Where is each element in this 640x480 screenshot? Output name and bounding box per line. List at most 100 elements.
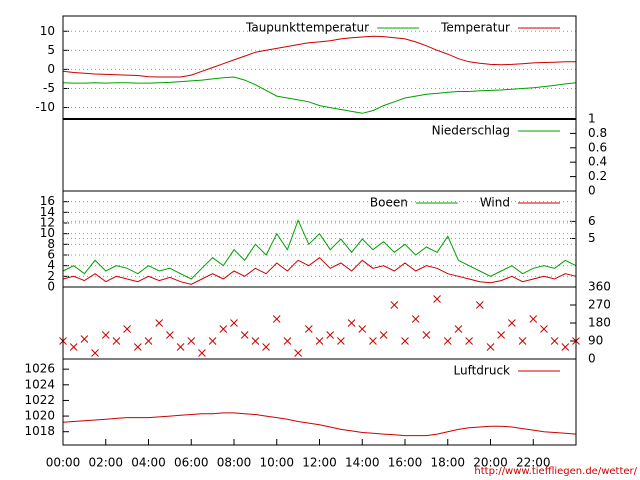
direction-point (540, 325, 548, 333)
y-tick-label: 360 (588, 280, 611, 294)
direction-point (166, 331, 174, 339)
y-tick-label: 14 (40, 205, 55, 219)
direction-point (465, 337, 473, 345)
direction-point (337, 337, 345, 345)
legend-label: Niederschlag (432, 124, 510, 138)
y-tick-label: 6 (47, 248, 55, 262)
direction-point (230, 319, 238, 327)
x-tick-label: 12:00 (302, 456, 337, 470)
direction-point (379, 331, 388, 339)
y-tick-label: 8 (47, 237, 55, 251)
y-tick-label: 0.6 (588, 140, 607, 154)
x-tick-label: 20:00 (473, 456, 508, 470)
footer-link: http://www.tieffliegen.de/wetter/ (474, 466, 637, 477)
x-tick-label: 16:00 (388, 456, 423, 470)
y-tick-label: 5 (588, 231, 596, 245)
direction-point (358, 325, 367, 333)
series-line (62, 76, 577, 114)
direction-point (91, 349, 99, 357)
direction-point (198, 349, 206, 357)
series-line (62, 218, 577, 280)
series-line (62, 412, 577, 437)
direction-point (508, 319, 516, 327)
x-tick-label: 02:00 (88, 456, 123, 470)
y-tick-label: 5 (47, 43, 55, 57)
direction-point (187, 337, 196, 345)
direction-point (561, 343, 570, 351)
direction-point (272, 315, 281, 323)
y-tick-label: 0.4 (588, 155, 607, 169)
direction-point (176, 343, 185, 351)
y-tick-label: 1018 (24, 424, 55, 438)
direction-point (443, 337, 452, 345)
y-tick-label: 90 (588, 334, 603, 348)
x-tick-label: 04:00 (131, 456, 166, 470)
direction-point (475, 301, 484, 309)
y-tick-label: 12 (40, 216, 55, 230)
y-tick-label: 0.2 (588, 169, 607, 183)
direction-point (433, 295, 441, 303)
direction-point (155, 319, 164, 327)
y-tick-label: 16 (40, 194, 55, 208)
direction-point (518, 337, 527, 345)
direction-point (411, 315, 420, 323)
direction-point (315, 337, 324, 345)
x-tick-label: 22:00 (516, 456, 551, 470)
y-tick-label: 2 (47, 269, 55, 283)
x-tick-label: 08:00 (217, 456, 252, 470)
series-line (62, 35, 576, 78)
y-tick-label: 10 (40, 226, 55, 240)
direction-point (454, 325, 463, 333)
legend-label: Wind (480, 196, 510, 210)
x-tick-label: 10:00 (259, 456, 294, 470)
y-tick-label: 1022 (24, 393, 55, 407)
direction-point (401, 337, 409, 345)
direction-point (251, 337, 260, 345)
x-tick-label: 14:00 (345, 456, 380, 470)
y-tick-label: 4 (47, 258, 55, 272)
direction-point (294, 349, 302, 357)
legend-label: Taupunkttemperatur (245, 21, 369, 35)
y-tick-label: 1024 (24, 377, 55, 391)
y-tick-label: 0 (47, 62, 55, 76)
direction-point (422, 331, 431, 339)
direction-point (369, 337, 377, 345)
legend-label: Luftdruck (453, 364, 510, 378)
direction-point (262, 343, 270, 351)
direction-point (390, 301, 399, 309)
y-tick-label: 1 (588, 112, 596, 126)
y-tick-label: 1020 (24, 409, 55, 423)
legend-label: Temperatur (440, 21, 510, 35)
direction-point (326, 331, 335, 339)
direction-point (486, 343, 495, 351)
y-tick-label: 0 (588, 184, 596, 198)
y-tick-label: 270 (588, 298, 611, 312)
direction-point (529, 315, 538, 323)
y-tick-label: 180 (588, 316, 611, 330)
direction-point (80, 335, 89, 343)
direction-point (497, 331, 506, 339)
y-tick-label: -5 (43, 81, 55, 95)
direction-point (144, 337, 153, 345)
y-tick-label: 6 (588, 214, 596, 228)
y-tick-label: -10 (35, 100, 55, 114)
y-tick-label: 0 (588, 352, 596, 366)
x-tick-label: 06:00 (174, 456, 209, 470)
direction-point (283, 337, 292, 345)
y-tick-label: 1026 (24, 362, 55, 376)
direction-point (101, 331, 110, 339)
direction-point (123, 325, 131, 333)
direction-point (208, 337, 217, 345)
series-line (62, 257, 577, 285)
direction-point (347, 319, 356, 327)
panel-border (62, 358, 577, 446)
x-tick-label: 00:00 (46, 456, 81, 470)
y-tick-label: 10 (40, 24, 55, 38)
direction-point (69, 343, 78, 351)
y-tick-label: 0 (47, 280, 55, 294)
legend-label: Boeen (370, 196, 408, 210)
direction-point (304, 325, 313, 333)
direction-point (133, 343, 142, 351)
